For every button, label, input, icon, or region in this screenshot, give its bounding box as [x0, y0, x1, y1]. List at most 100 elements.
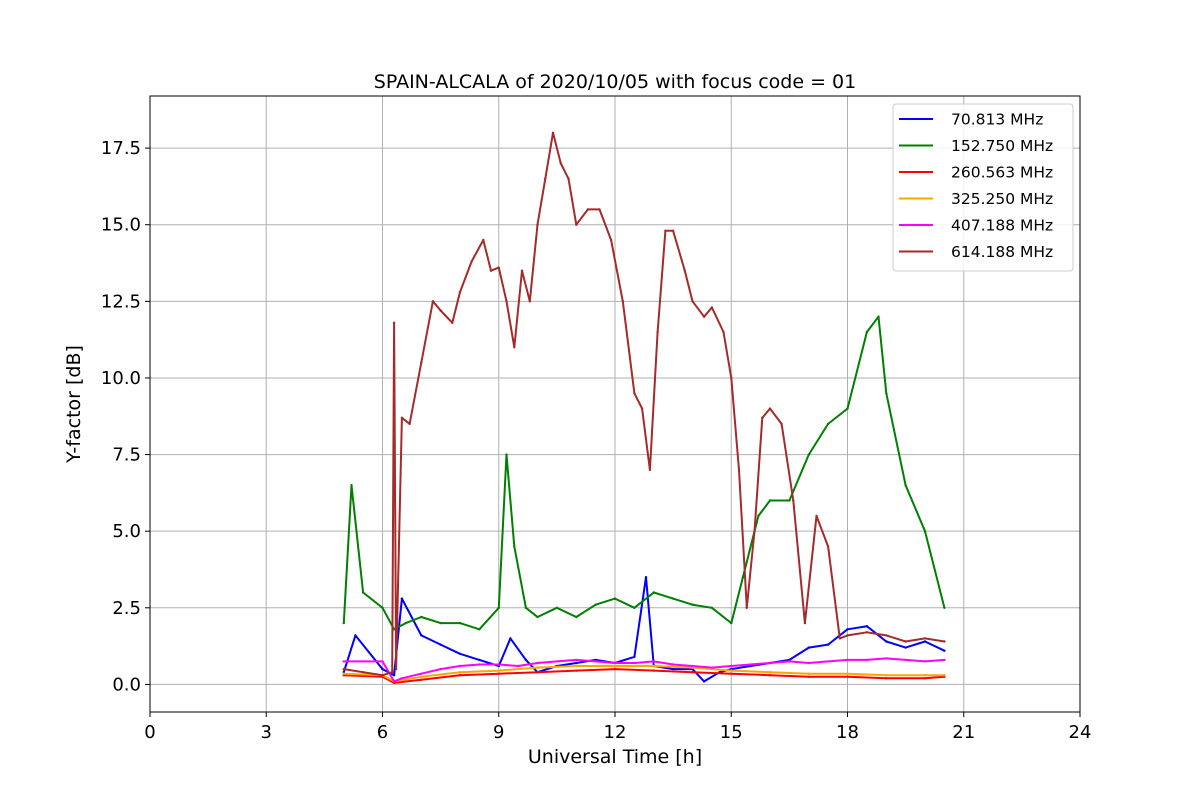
series-point-2 [613, 667, 617, 671]
series-point-5 [392, 321, 396, 324]
series-point-3 [768, 671, 772, 674]
series-point-5 [722, 330, 725, 334]
series-point-4 [904, 658, 907, 662]
series-point-5 [528, 300, 531, 303]
series-point-2 [691, 671, 694, 674]
series-point-1 [757, 514, 760, 518]
legend-label: 260.563 MHz [951, 164, 1053, 182]
series-point-5 [381, 674, 384, 677]
series-point-3 [943, 674, 946, 677]
series-point-1 [788, 499, 791, 502]
series-point-2 [458, 674, 462, 677]
series-point-5 [753, 530, 756, 533]
series-point-4 [730, 664, 733, 668]
series-point-0 [904, 646, 907, 649]
series-point-0 [439, 643, 442, 646]
series-point-4 [361, 660, 365, 663]
series-point-1 [350, 484, 353, 487]
series-line-0 [342, 576, 945, 683]
series-point-5 [598, 208, 601, 211]
series-point-0 [826, 643, 830, 646]
series-point-5 [846, 634, 849, 637]
series-point-0 [381, 667, 384, 671]
series-point-2 [497, 672, 500, 675]
x-tick-label: 9 [493, 722, 504, 743]
y-tick-label: 7.5 [112, 445, 141, 466]
series-point-1 [741, 576, 745, 579]
series-point-5 [391, 671, 394, 674]
series-point-3 [885, 674, 888, 677]
series-point-5 [536, 223, 539, 226]
series-point-4 [923, 660, 927, 663]
series-point-1 [877, 315, 880, 318]
series-point-5 [904, 640, 907, 643]
series-point-1 [458, 621, 462, 625]
series-point-1 [361, 591, 365, 594]
series-point-5 [838, 637, 841, 640]
series-point-0 [702, 680, 706, 683]
series-point-4 [420, 672, 423, 675]
series-point-3 [342, 672, 345, 675]
legend-label: 70.813 MHz [951, 111, 1043, 129]
series-point-1 [342, 621, 345, 625]
x-tick-label: 6 [377, 722, 388, 743]
series-point-2 [536, 671, 539, 674]
series-point-1 [381, 606, 384, 609]
series-point-1 [478, 628, 481, 631]
x-tick-label: 21 [952, 722, 975, 743]
series-point-1 [536, 615, 539, 619]
series-point-5 [621, 300, 624, 303]
series-point-4 [671, 663, 675, 666]
series-point-3 [575, 664, 578, 668]
series-point-1 [671, 597, 675, 600]
series-point-0 [633, 655, 636, 658]
series-point-5 [400, 416, 404, 419]
x-axis-label: Universal Time [h] [528, 746, 702, 768]
series-point-0 [575, 661, 578, 665]
series-point-0 [392, 674, 396, 677]
series-point-5 [482, 238, 485, 242]
series-point-0 [671, 667, 675, 671]
plot-frame [149, 95, 1081, 713]
series-point-5 [780, 422, 783, 426]
series-point-5 [768, 407, 772, 410]
series-point-4 [381, 660, 384, 663]
series-point-1 [613, 597, 617, 600]
series-point-1 [392, 628, 396, 631]
series-point-5 [656, 330, 659, 334]
series-point-5 [451, 321, 454, 324]
series-line-3 [343, 665, 945, 683]
series-point-4 [788, 660, 791, 663]
legend-label: 407.188 MHz [951, 217, 1053, 235]
series-point-5 [885, 634, 888, 637]
series-point-5 [408, 422, 411, 426]
series-point-1 [633, 606, 636, 609]
series-point-0 [865, 625, 869, 628]
series-point-1 [652, 591, 655, 594]
chart-title: SPAIN-ALCALA of 2020/10/05 with focus co… [374, 71, 856, 93]
series-point-1 [730, 621, 733, 625]
series-point-0 [807, 646, 810, 649]
series-point-4 [516, 664, 520, 668]
series-point-4 [536, 661, 539, 665]
y-tick-label: 2.5 [112, 598, 141, 619]
series-point-1 [846, 407, 849, 410]
series-point-1 [594, 603, 597, 606]
x-tick-label: 24 [1069, 722, 1092, 743]
series-point-5 [551, 131, 555, 134]
series-point-1 [768, 499, 772, 502]
series-point-3 [846, 672, 849, 675]
series-point-5 [439, 309, 442, 312]
series-point-5 [586, 208, 590, 211]
series-point-4 [885, 657, 888, 660]
series-point-3 [458, 671, 462, 674]
series-point-3 [497, 669, 500, 672]
y-tick-label: 5.0 [112, 521, 141, 542]
series-point-3 [730, 669, 733, 672]
series-point-3 [420, 675, 423, 678]
series-point-4 [633, 661, 636, 665]
legend: 70.813 MHz 152.750 MHz 260.563 MHz 325.250 … [892, 103, 1074, 272]
series-point-2 [923, 677, 927, 680]
series-point-4 [497, 663, 500, 666]
series-point-4 [652, 660, 655, 663]
